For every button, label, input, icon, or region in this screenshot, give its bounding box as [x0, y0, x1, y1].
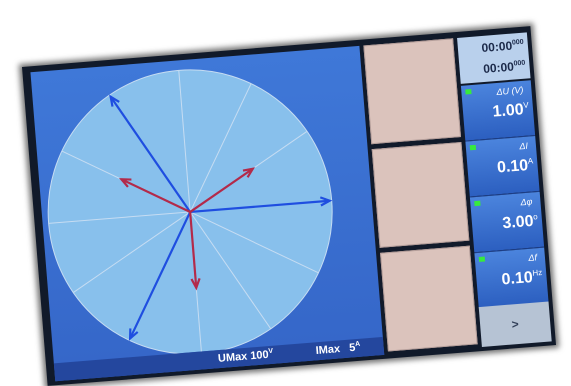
param-value: 0.10Hz: [501, 267, 543, 289]
phasor-panel: UMax 100V IMax 5A: [30, 45, 385, 382]
param-label: Δφ: [520, 196, 533, 208]
current-phasor-1: [189, 167, 256, 213]
voltage-phasor-3: [128, 211, 192, 341]
param-value: 1.00V: [491, 100, 530, 121]
current-phasor-3: [189, 211, 201, 291]
current-phasor-2: [118, 178, 191, 213]
imax-label: IMax: [315, 343, 341, 357]
instrument-screen: UMax 100V IMax 5A 00:00000 00:00000 ΔU (…: [21, 26, 557, 386]
voltage-phasor-2: [109, 94, 192, 213]
soft-key-2[interactable]: [371, 141, 470, 248]
param-label: ΔI: [519, 140, 529, 152]
umax-value: 100: [249, 348, 270, 363]
status-led: [465, 89, 472, 95]
status-led: [469, 144, 477, 151]
param-delta-f[interactable]: Δf 0.10Hz: [474, 247, 549, 310]
timer-display: 00:00000 00:00000: [457, 32, 531, 84]
umax-unit: V: [268, 347, 274, 356]
param-delta-phi[interactable]: Δφ 3.00o: [469, 191, 545, 254]
status-led: [478, 256, 486, 262]
next-page-button[interactable]: >: [478, 301, 552, 347]
soft-key-3[interactable]: [380, 245, 478, 352]
timer-1: 00:00000: [481, 38, 524, 56]
param-value: 3.00o: [501, 212, 539, 233]
phasor-diagram: [47, 69, 333, 355]
param-label: Δf: [527, 252, 538, 263]
param-delta-u[interactable]: ΔU (V) 1.00V: [460, 80, 536, 142]
param-label: ΔU (V): [496, 84, 524, 97]
umax-label: UMax: [217, 350, 248, 365]
timer-2: 00:00000: [482, 59, 526, 76]
soft-key-1[interactable]: [363, 38, 462, 145]
param-delta-i[interactable]: ΔI 0.10A: [465, 136, 540, 198]
status-led: [474, 200, 481, 207]
imax-unit: A: [354, 340, 361, 349]
param-value: 0.10A: [496, 156, 534, 177]
voltage-phasor-1: [190, 196, 333, 214]
